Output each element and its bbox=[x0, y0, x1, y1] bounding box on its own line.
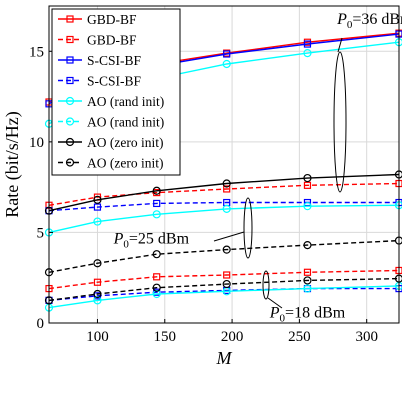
circle-marker bbox=[65, 137, 75, 147]
square-marker bbox=[303, 268, 312, 276]
legend-entry: S-CSI-BF bbox=[58, 53, 142, 68]
annotations-group: P0=36 dBm P0=25 dBm P0=18 dBm bbox=[113, 11, 402, 324]
legend-label: S-CSI-BF bbox=[87, 74, 142, 89]
series-path bbox=[48, 182, 400, 206]
square-marker bbox=[223, 271, 231, 279]
series-path bbox=[48, 269, 400, 290]
circle-marker bbox=[65, 117, 75, 126]
circle-marker bbox=[152, 210, 161, 219]
series-path bbox=[48, 277, 400, 302]
x-tick-label: 200 bbox=[221, 329, 244, 345]
series-path bbox=[48, 173, 400, 212]
circle-marker bbox=[303, 48, 312, 58]
power-annotation: P0=36 dBm bbox=[336, 11, 402, 31]
circle-marker bbox=[152, 186, 161, 195]
square-marker bbox=[66, 35, 74, 44]
series-line bbox=[44, 236, 402, 277]
y-tick-label: 0 bbox=[37, 316, 45, 332]
legend-entry: AO (zero init) bbox=[58, 135, 163, 150]
leader-25dbm bbox=[213, 231, 245, 242]
circle-marker bbox=[303, 284, 312, 293]
circle-marker bbox=[152, 283, 161, 292]
tick-group: 100 150 200 250 300 0 5 10 15 bbox=[29, 44, 378, 345]
square-marker bbox=[93, 278, 102, 286]
series-path bbox=[48, 285, 400, 309]
square-marker bbox=[303, 181, 312, 189]
legend-label: AO (rand init) bbox=[87, 115, 164, 130]
circle-marker bbox=[303, 276, 312, 285]
legend-label: GBD-BF bbox=[87, 12, 137, 27]
circle-marker bbox=[65, 96, 75, 106]
square-marker bbox=[66, 15, 74, 23]
square-marker bbox=[303, 40, 312, 48]
legend-label: GBD-BF bbox=[87, 33, 137, 48]
square-marker bbox=[66, 56, 74, 64]
circle-marker bbox=[93, 289, 102, 299]
legend-entry: AO (rand init) bbox=[58, 94, 164, 109]
circle-marker bbox=[93, 259, 102, 268]
group-ellipse-25dbm bbox=[243, 197, 253, 259]
circle-marker bbox=[222, 204, 231, 213]
square-marker bbox=[153, 273, 161, 281]
series-path bbox=[48, 201, 399, 212]
leader-18dbm bbox=[267, 297, 283, 309]
x-axis-label: M bbox=[216, 348, 233, 368]
legend-entry: AO (zero init) bbox=[58, 156, 163, 171]
legend-entry: GBD-BF bbox=[58, 33, 137, 48]
leader-36dbm bbox=[337, 37, 343, 53]
legend-entry: S-CSI-BF bbox=[58, 74, 142, 89]
y-tick-label: 10 bbox=[29, 135, 44, 151]
legend-label: AO (zero init) bbox=[87, 135, 163, 150]
circle-marker bbox=[65, 158, 75, 167]
legend: GBD-BF GBD-BF S-CSI-BF S-CSI-BF AO (rand ini… bbox=[51, 8, 181, 176]
y-axis-label: Rate (bit/s/Hz) bbox=[2, 111, 23, 217]
x-tick-label: 250 bbox=[288, 329, 311, 345]
power-annotation: P0=18 dBm bbox=[269, 305, 346, 325]
group-ellipse-36dbm bbox=[333, 51, 347, 193]
axes-frame bbox=[48, 5, 400, 324]
circle-marker bbox=[222, 245, 231, 254]
square-marker bbox=[223, 185, 231, 193]
circle-marker bbox=[93, 195, 102, 204]
x-tick-label: 100 bbox=[86, 329, 109, 345]
circle-marker bbox=[303, 173, 312, 183]
circle-marker bbox=[303, 202, 312, 211]
y-tick-label: 5 bbox=[37, 225, 45, 241]
circle-marker bbox=[93, 296, 102, 305]
circle-marker bbox=[222, 59, 231, 69]
square-marker bbox=[93, 203, 102, 211]
square-marker bbox=[153, 199, 161, 208]
x-tick-label: 150 bbox=[154, 329, 177, 345]
circle-marker bbox=[303, 241, 312, 250]
circle-marker bbox=[93, 217, 102, 226]
y-tick-label: 15 bbox=[29, 44, 44, 60]
series-path bbox=[48, 239, 400, 273]
legend-label: AO (rand init) bbox=[87, 94, 164, 109]
legend-entry: GBD-BF bbox=[58, 12, 137, 27]
circle-marker bbox=[152, 289, 161, 299]
series-path bbox=[48, 204, 400, 234]
circle-marker bbox=[222, 279, 231, 289]
x-tick-label: 300 bbox=[355, 329, 378, 345]
power-annotation: P0=25 dBm bbox=[113, 230, 190, 250]
circle-marker bbox=[222, 179, 231, 188]
square-marker bbox=[66, 76, 74, 85]
legend-label: S-CSI-BF bbox=[87, 53, 142, 68]
square-marker bbox=[223, 50, 231, 58]
circle-marker bbox=[152, 250, 161, 259]
series-line bbox=[44, 274, 402, 305]
group-ellipse-18dbm bbox=[262, 270, 270, 300]
legend-entry: AO (rand init) bbox=[58, 115, 164, 130]
legend-label: AO (zero init) bbox=[87, 156, 163, 171]
